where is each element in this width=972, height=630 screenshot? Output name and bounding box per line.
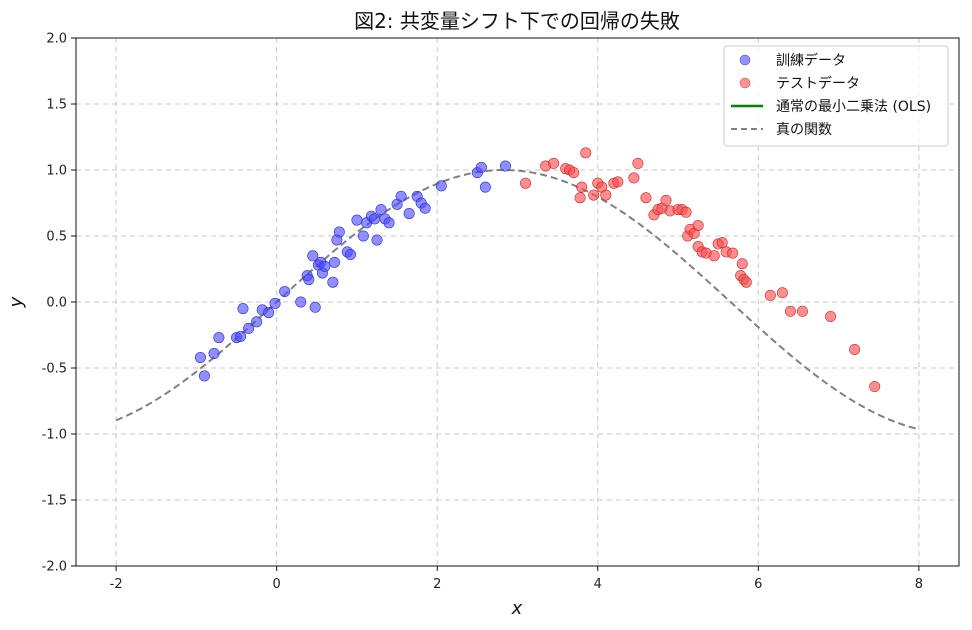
test-data-point xyxy=(548,157,560,169)
train-data-point xyxy=(357,230,369,242)
train-data-point xyxy=(295,296,307,308)
train-data-point xyxy=(479,181,491,193)
train-data-point xyxy=(213,332,225,344)
test-data-point xyxy=(692,219,704,231)
train-data-point xyxy=(243,322,255,334)
train-data-point xyxy=(235,330,247,342)
test-data-point xyxy=(612,176,624,188)
y-tick-label: -1.0 xyxy=(42,428,67,443)
train-data-point xyxy=(345,248,357,260)
test-data-point xyxy=(869,380,881,392)
train-data-point xyxy=(251,316,263,328)
train-data-point xyxy=(375,204,387,216)
test-data-point xyxy=(736,258,748,270)
y-tick-label: 0.5 xyxy=(46,230,67,245)
chart-title: 図2: 共変量シフト下での回帰の失敗 xyxy=(354,9,680,33)
legend: 訓練データ テストデータ 通常の最小二乗法 (OLS) 真の関数 xyxy=(723,45,949,147)
test-data-point xyxy=(716,237,728,249)
test-data-point xyxy=(574,192,586,204)
test-data-point xyxy=(660,194,672,206)
x-tick-label: -2 xyxy=(110,577,123,592)
train-data-point xyxy=(499,160,511,172)
test-data-point xyxy=(740,276,752,288)
test-data-point xyxy=(628,172,640,184)
train-data-point xyxy=(319,260,331,272)
train-data-point xyxy=(309,301,321,313)
y-tick-label: 2.0 xyxy=(46,32,67,47)
ticks: -2 0 2 4 6 8 -2.0 -1.5 -1.0 -0.5 0.0 0.5 1.0 1.5 2.0 xyxy=(42,32,923,593)
train-data-point xyxy=(351,214,363,226)
train-data-point xyxy=(269,297,281,309)
test-data-point xyxy=(708,250,720,262)
points xyxy=(194,147,881,392)
x-tick-label: 6 xyxy=(754,577,762,592)
test-data-point xyxy=(784,305,796,317)
legend-label-train: 訓練データ xyxy=(776,52,846,69)
test-data-point xyxy=(520,177,532,189)
test-data-point xyxy=(576,181,588,193)
test-data-point xyxy=(600,189,612,201)
x-tick-label: 2 xyxy=(433,577,441,592)
legend-label-ols: 通常の最小二乗法 (OLS) xyxy=(776,99,931,115)
test-data-point xyxy=(580,147,592,159)
train-data-point xyxy=(328,256,340,268)
train-data-point xyxy=(237,303,249,315)
test-data-point xyxy=(727,247,739,259)
test-data-point xyxy=(632,157,644,169)
train-data-point xyxy=(435,180,447,192)
train-data-point xyxy=(403,208,415,220)
y-tick-label: 1.5 xyxy=(46,98,67,113)
x-tick-label: 4 xyxy=(594,577,602,592)
train-data-point xyxy=(303,274,315,286)
legend-marker-train xyxy=(739,54,751,66)
test-data-point xyxy=(640,192,652,204)
legend-box xyxy=(723,45,949,147)
test-data-point xyxy=(849,344,861,356)
test-data-point xyxy=(764,289,776,301)
test-data-point xyxy=(680,206,692,218)
train-data-point xyxy=(263,307,275,319)
y-tick-label: 0.0 xyxy=(46,296,67,311)
test-data-point xyxy=(796,305,808,317)
y-axis-label: y xyxy=(6,296,27,308)
legend-label-test: テストデータ xyxy=(776,75,860,92)
test-data-point xyxy=(776,287,788,299)
y-tick-label: -0.5 xyxy=(42,362,67,377)
train-data-point xyxy=(198,370,210,382)
x-axis-label: x xyxy=(511,598,523,619)
train-data-point xyxy=(475,161,487,173)
test-data-point xyxy=(825,311,837,323)
train-data-point xyxy=(279,285,291,297)
train-data-point xyxy=(419,202,431,214)
train-data-point xyxy=(369,213,381,225)
train-data-point xyxy=(371,234,383,246)
legend-label-true: 真の関数 xyxy=(776,122,832,138)
test-data-point xyxy=(568,167,580,179)
train-data-point xyxy=(208,347,220,359)
train-data-point xyxy=(307,250,319,262)
train-data-point xyxy=(327,276,339,288)
train-data-point xyxy=(194,351,206,363)
train-data-point xyxy=(383,217,395,229)
test-data-point xyxy=(588,189,600,201)
train-data-point xyxy=(395,190,407,202)
x-tick-label: 0 xyxy=(273,577,281,592)
y-tick-label: -2.0 xyxy=(42,560,67,575)
x-tick-label: 8 xyxy=(915,577,923,592)
y-tick-label: 1.0 xyxy=(46,164,67,179)
y-tick-label: -1.5 xyxy=(42,494,67,509)
legend-marker-test xyxy=(739,77,751,89)
train-data-point xyxy=(333,226,345,238)
